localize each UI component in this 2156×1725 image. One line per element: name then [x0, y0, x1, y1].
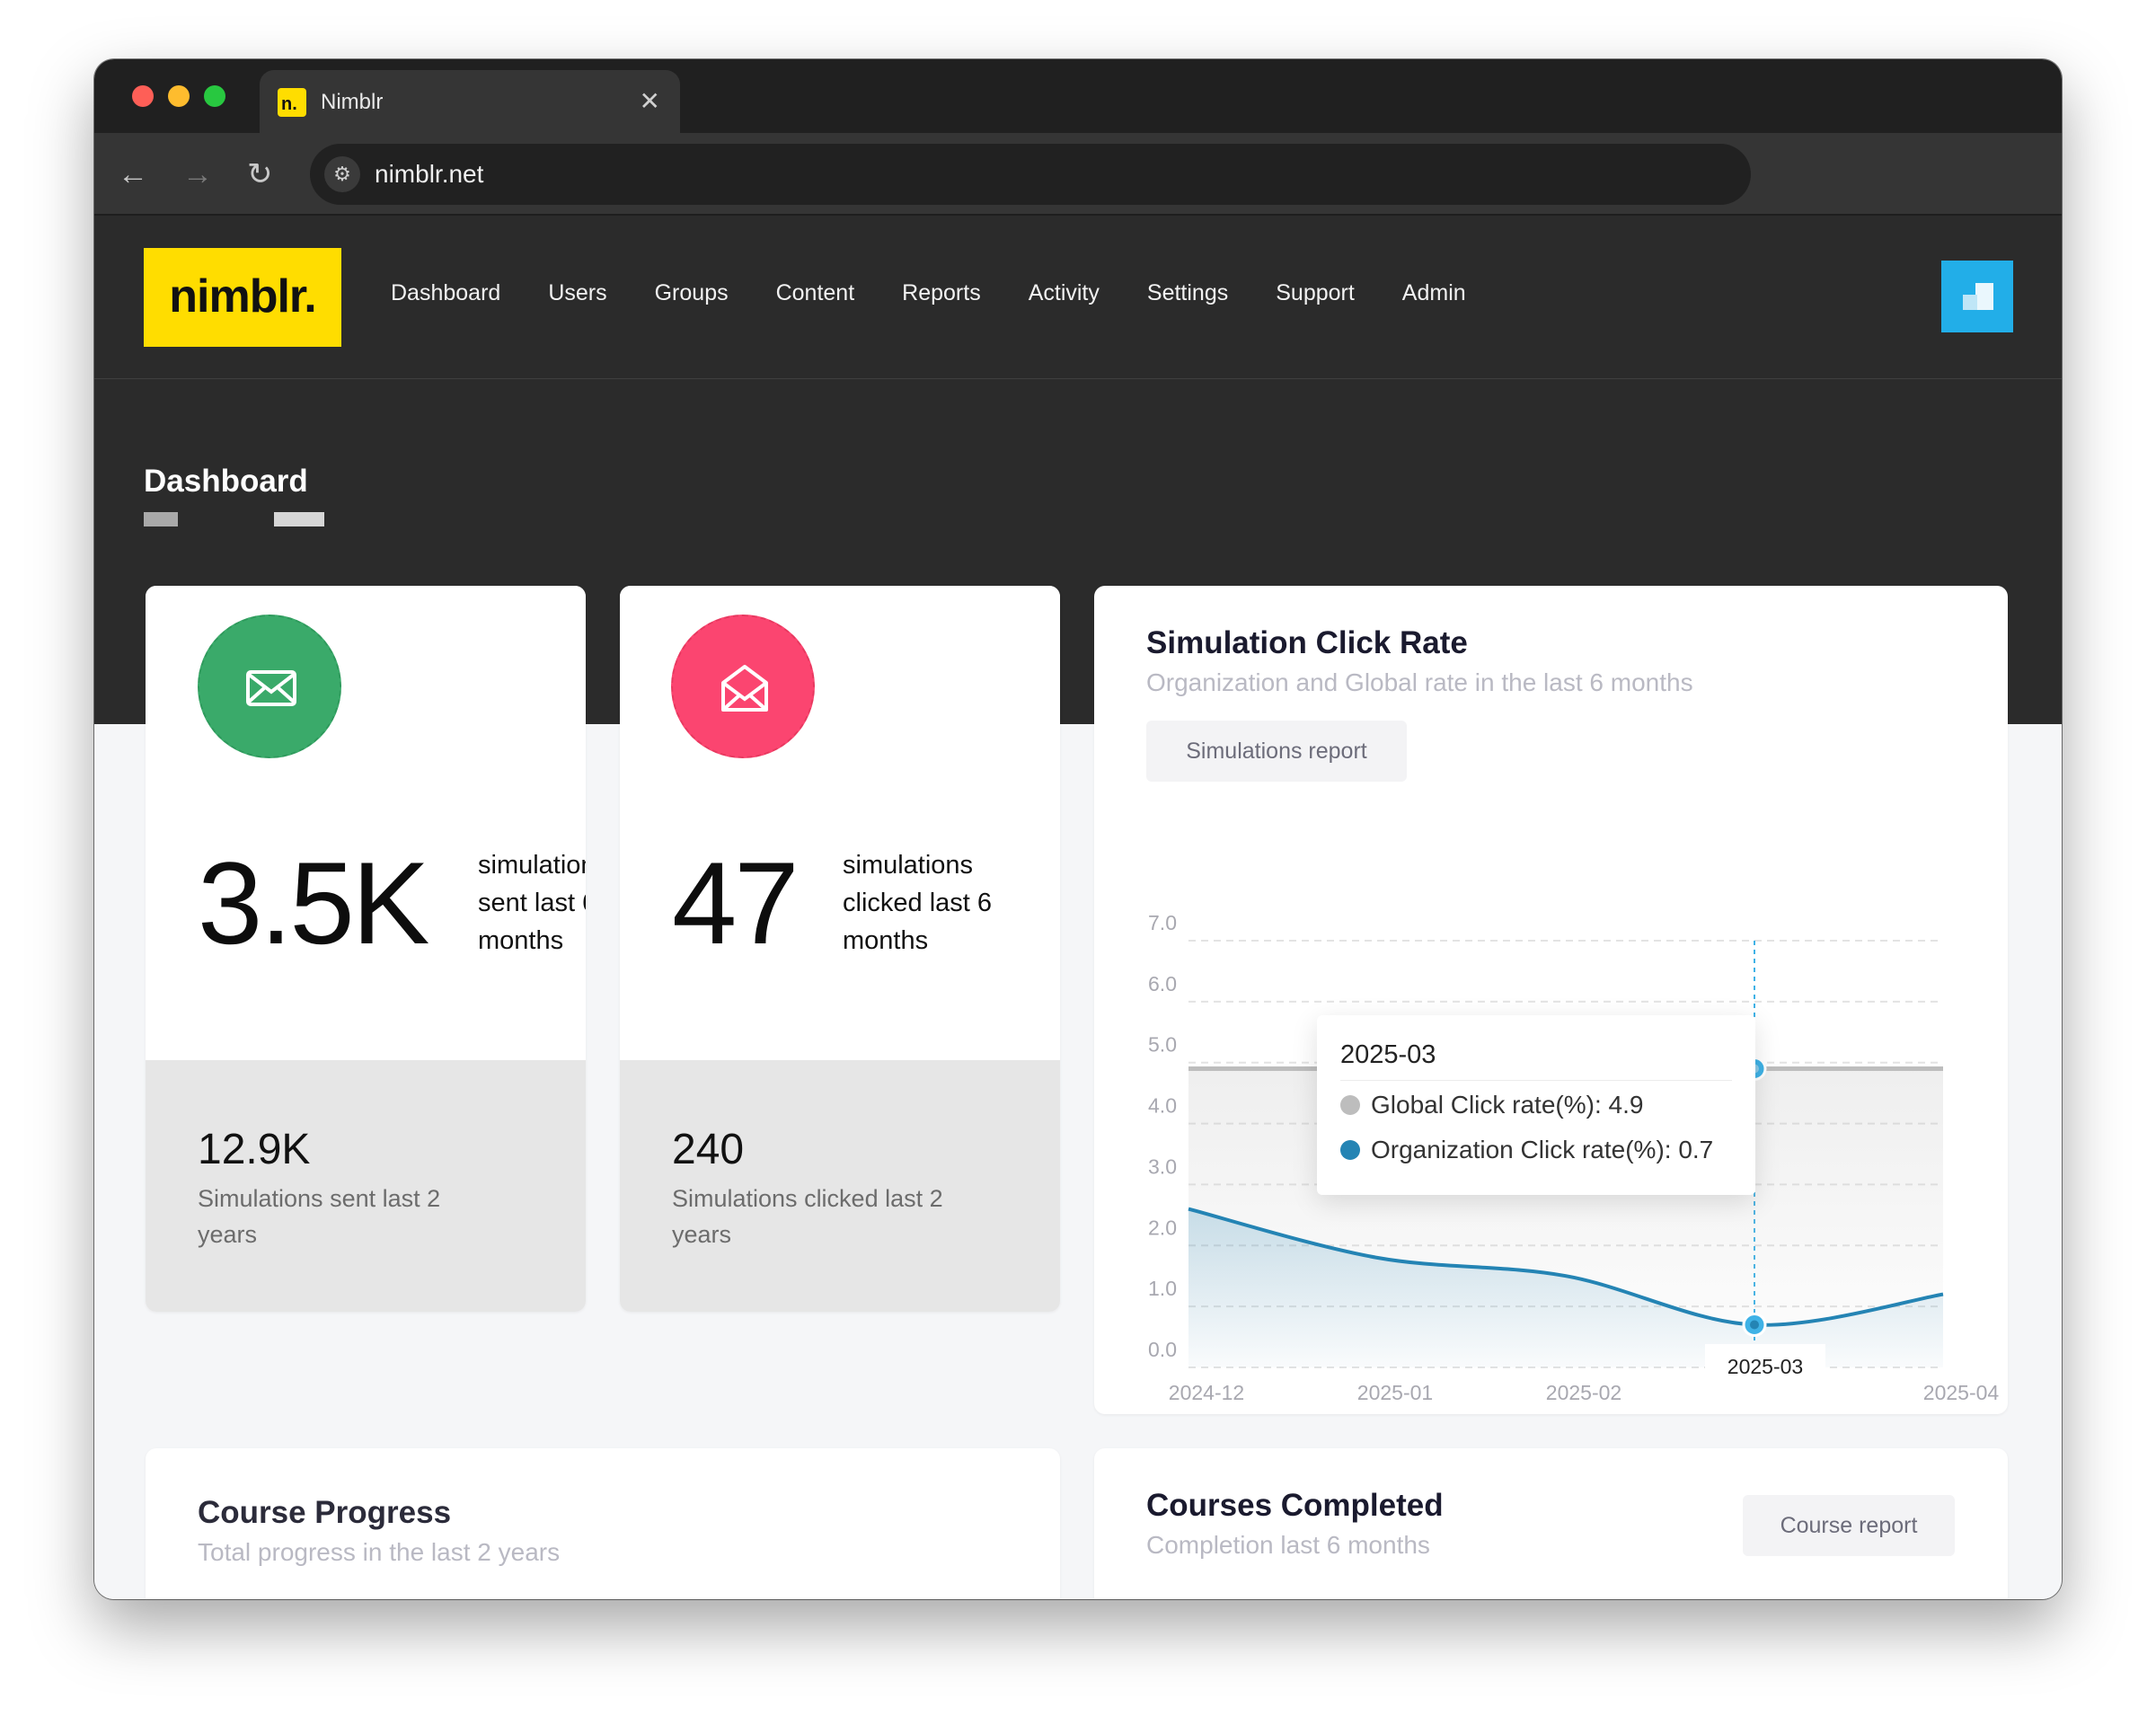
y-tick-label: 0.0 [1148, 1338, 1177, 1361]
click-rate-card: Simulation Click Rate Organization and G… [1094, 586, 2008, 1414]
menu-item-settings[interactable]: Settings [1146, 280, 1229, 305]
address-bar: ← → ↻ ⚙ nimblr.net [94, 133, 2062, 216]
y-tick-label: 5.0 [1148, 1033, 1177, 1057]
stat-sub-label: Simulations sent last 2 years [198, 1185, 441, 1248]
forward-arrow-icon[interactable]: → [182, 157, 213, 191]
click-rate-chart: 0.0 1.0 2.0 3.0 4.0 5.0 6.0 7.0 2024-12 2025-01 2… [1148, 911, 2000, 1404]
tooltip-row-org: Organization Click rate(%): 0.7 [1340, 1136, 1713, 1164]
chart-tooltip: 2025-03 Global Click rate(%): 4.9 Organi… [1317, 1015, 1755, 1195]
courses-completed-title: Courses Completed [1146, 1488, 1444, 1523]
url-text[interactable]: nimblr.net [375, 160, 484, 188]
x-tick-label: 2025-02 [1546, 1381, 1621, 1404]
site-settings-icon[interactable]: ⚙ [324, 156, 360, 192]
maximize-window-button[interactable] [204, 85, 225, 107]
minimize-window-button[interactable] [168, 85, 190, 107]
avatar-shape [1963, 295, 1977, 310]
legend-dot-icon [1340, 1095, 1360, 1115]
menu-item-activity[interactable]: Activity [1028, 280, 1100, 305]
browser-window: n. Nimblr ✕ ← → ↻ ⚙ nimblr.net nimblr. D… [94, 59, 2062, 1599]
stat-value: 3.5K [198, 837, 429, 969]
top-navigation: nimblr. Dashboard Users Groups Content R… [94, 216, 2062, 379]
reload-icon[interactable]: ↻ [247, 157, 273, 191]
chart-title: Simulation Click Rate [1146, 625, 1468, 660]
menu-item-support[interactable]: Support [1276, 280, 1355, 305]
y-tick-label: 4.0 [1148, 1094, 1177, 1118]
y-tick-label: 7.0 [1148, 911, 1177, 934]
stat-sub-label: Simulations clicked last 2 years [672, 1185, 943, 1248]
course-progress-card: Course Progress Total progress in the la… [146, 1448, 1060, 1599]
tab-title: Nimblr [321, 90, 384, 114]
x-tick-label: 2025-04 [1923, 1381, 2000, 1404]
course-report-button[interactable]: Course report [1743, 1495, 1955, 1556]
y-tick-label: 3.0 [1148, 1154, 1177, 1178]
user-avatar[interactable] [1941, 261, 2013, 332]
tab-bar: n. Nimblr ✕ [94, 59, 2062, 135]
x-tick-label: 2025-01 [1357, 1381, 1433, 1404]
nimblr-logo[interactable]: nimblr. [144, 248, 341, 347]
courses-completed-subtitle: Completion last 6 months [1146, 1531, 1430, 1559]
course-progress-subtitle: Total progress in the last 2 years [198, 1538, 561, 1566]
chart-subtitle: Organization and Global rate in the last… [1146, 668, 1693, 696]
envelope-icon [198, 615, 341, 758]
close-window-button[interactable] [132, 85, 154, 107]
course-progress-title: Course Progress [198, 1495, 452, 1530]
menu-item-content[interactable]: Content [775, 280, 855, 305]
close-tab-icon[interactable]: ✕ [639, 87, 660, 115]
page-title: Dashboard [144, 464, 308, 499]
favicon-icon: n. [278, 88, 306, 117]
main-menu: Dashboard Users Groups Content Reports A… [391, 280, 1514, 306]
x-tick-label: 2024-12 [1169, 1381, 1244, 1404]
stat-value: 47 [672, 837, 800, 969]
stat-card-sent: 3.5K simulations sent last 6 months 12.9… [146, 586, 586, 1312]
simulations-report-button[interactable]: Simulations report [1146, 721, 1407, 782]
breadcrumb-placeholder [274, 512, 324, 526]
avatar-shape [1975, 283, 1993, 310]
stat-label: simulations clicked last 6 months [843, 851, 993, 955]
page: nimblr. Dashboard Users Groups Content R… [94, 216, 2062, 1599]
tooltip-row-global: Global Click rate(%): 4.9 [1340, 1091, 1643, 1119]
stat-sub-value: 240 [672, 1126, 745, 1173]
y-tick-label: 2.0 [1148, 1216, 1177, 1239]
browser-tab[interactable]: n. Nimblr ✕ [260, 70, 680, 135]
back-arrow-icon[interactable]: ← [118, 157, 148, 191]
stat-sub-value: 12.9K [198, 1126, 311, 1173]
breadcrumb-placeholder [144, 512, 178, 526]
envelope-open-icon [671, 615, 815, 758]
tooltip-title: 2025-03 [1340, 1040, 1436, 1069]
courses-completed-card: Courses Completed Completion last 6 mont… [1094, 1448, 2008, 1599]
y-tick-label: 6.0 [1148, 972, 1177, 995]
highlighted-x-label: 2025-03 [1705, 1344, 1825, 1394]
legend-dot-icon [1340, 1140, 1360, 1160]
y-tick-label: 1.0 [1148, 1277, 1177, 1300]
menu-item-admin[interactable]: Admin [1401, 280, 1466, 305]
menu-item-groups[interactable]: Groups [654, 280, 729, 305]
series-line [1188, 1207, 1944, 1327]
menu-item-users[interactable]: Users [548, 280, 607, 305]
menu-item-dashboard[interactable]: Dashboard [391, 280, 501, 305]
data-point-core [1750, 1320, 1759, 1330]
stat-label: simulations sent last 6 months [478, 851, 586, 955]
menu-item-reports[interactable]: Reports [902, 280, 981, 305]
stat-card-clicked: 47 simulations clicked last 6 months 240… [620, 586, 1060, 1312]
url-field[interactable]: ⚙ nimblr.net [310, 144, 1751, 205]
